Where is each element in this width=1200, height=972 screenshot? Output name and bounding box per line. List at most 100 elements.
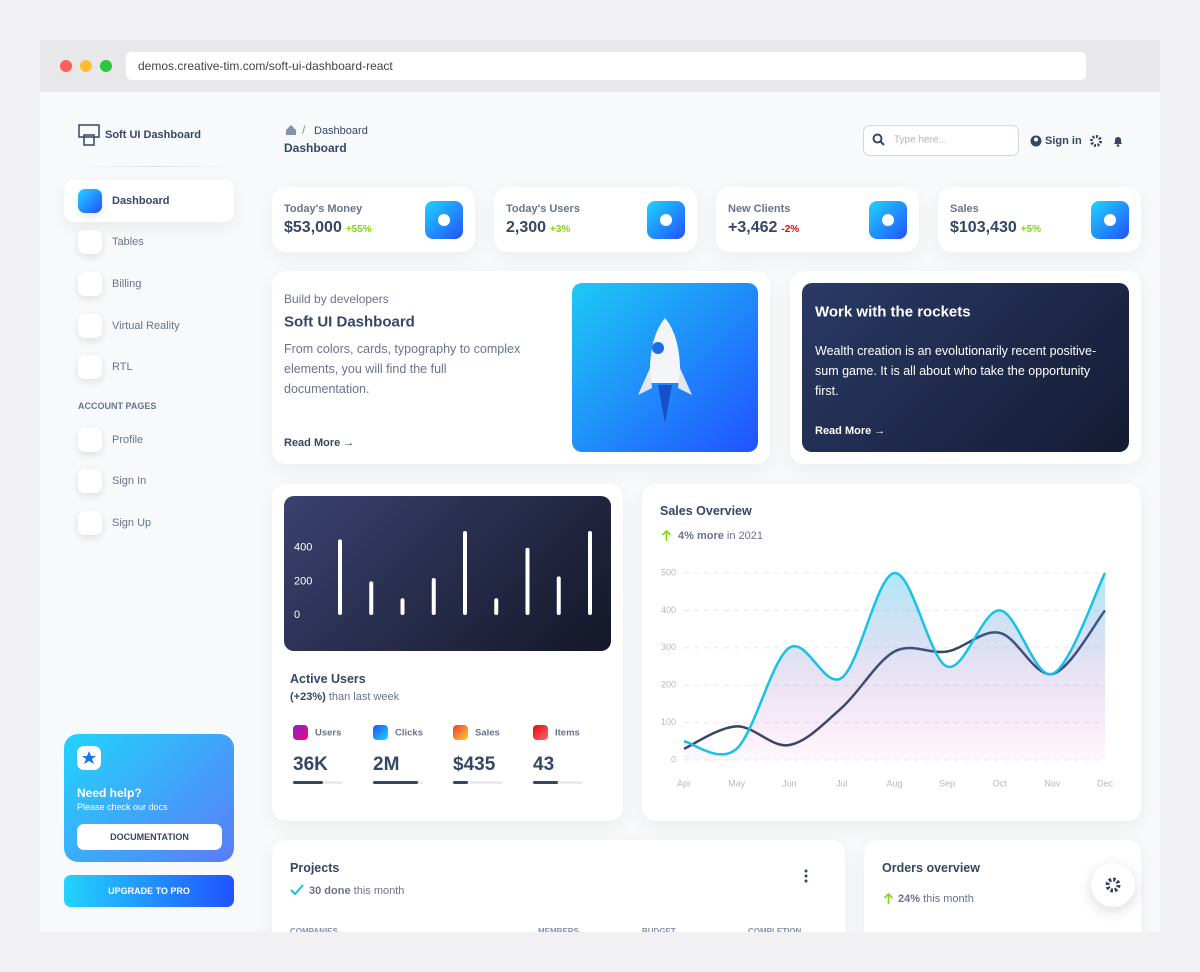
x-tick-label: Apr bbox=[677, 778, 691, 788]
home-icon[interactable] bbox=[285, 124, 297, 136]
y-tick-label: 100 bbox=[661, 717, 676, 727]
x-tick-label: Sep bbox=[939, 778, 955, 788]
settings-icon[interactable] bbox=[1090, 135, 1102, 147]
column-header: COMPANIES bbox=[290, 927, 338, 932]
stat-label: Sales bbox=[950, 203, 979, 215]
breadcrumb: Dashboard bbox=[314, 125, 368, 137]
search-placeholder: Type here... bbox=[894, 134, 947, 146]
breadcrumb-sep: / bbox=[302, 123, 306, 137]
x-tick-label: Jul bbox=[836, 778, 848, 788]
stat-icon bbox=[869, 201, 907, 239]
orders-subtitle: 24% this month bbox=[898, 893, 974, 905]
item-label: Sales bbox=[475, 727, 500, 739]
stat-glyph bbox=[1104, 214, 1116, 226]
stat-value: +3,462 bbox=[728, 219, 778, 236]
x-tick-label: Jun bbox=[782, 778, 797, 788]
browser-window: demos.creative-tim.com/soft-ui-dashboard… bbox=[40, 40, 1160, 932]
url: demos.creative-tim.com/soft-ui-dashboard… bbox=[138, 59, 393, 73]
nav-label[interactable]: Tables bbox=[112, 236, 144, 248]
projects-title: Projects bbox=[290, 861, 340, 875]
intro-link[interactable]: Read More → bbox=[284, 437, 355, 449]
y-tick-label: 500 bbox=[661, 567, 676, 577]
nav-label[interactable]: RTL bbox=[112, 361, 133, 373]
stat-label: Today's Money bbox=[284, 203, 363, 215]
sales-title: Sales Overview bbox=[660, 504, 752, 518]
stat-icon bbox=[425, 201, 463, 239]
line bbox=[683, 571, 1107, 756]
nav-icon[interactable] bbox=[78, 230, 102, 254]
nav-icon[interactable] bbox=[78, 355, 102, 379]
nav-icon[interactable] bbox=[78, 428, 102, 452]
bell-icon[interactable] bbox=[1112, 135, 1124, 147]
close-dot[interactable] bbox=[60, 60, 72, 72]
nav-icon[interactable] bbox=[78, 469, 102, 493]
nav-label[interactable]: Sign Up bbox=[112, 517, 152, 529]
active-users-subtitle: (+23%) than last week bbox=[290, 691, 399, 703]
progress-fill bbox=[373, 781, 418, 784]
x-tick-label: Aug bbox=[886, 778, 902, 788]
stat-label: Today's Users bbox=[506, 203, 580, 215]
stat-value: 2,300 bbox=[506, 219, 547, 236]
rockets-link[interactable]: Read More → bbox=[815, 425, 886, 437]
menu-icon[interactable] bbox=[803, 869, 809, 883]
x-tick-label: Dec bbox=[1097, 778, 1114, 788]
item-icon bbox=[453, 725, 468, 740]
y-tick-label: 300 bbox=[661, 642, 676, 652]
nav-label[interactable]: Sign In bbox=[112, 475, 147, 487]
search-box[interactable] bbox=[863, 125, 1019, 156]
item-icon bbox=[373, 725, 388, 740]
x-tick-label: Oct bbox=[993, 778, 1008, 788]
bar bbox=[556, 576, 561, 615]
line-chart: 0 100 200 300 400 500 Apr May Jun Jul Aug Sep Oct Nov… bbox=[661, 567, 1114, 788]
config-button[interactable] bbox=[1091, 863, 1135, 907]
nav-label[interactable]: Virtual Reality bbox=[112, 320, 180, 332]
y-tick-label: 0 bbox=[294, 609, 300, 621]
up-arrow bbox=[883, 893, 894, 904]
y-tick-label: 200 bbox=[294, 575, 312, 587]
minimize-dot[interactable] bbox=[80, 60, 92, 72]
item-icon bbox=[533, 725, 548, 740]
item-label: Users bbox=[315, 727, 342, 739]
url-bar[interactable] bbox=[126, 52, 1086, 80]
sign-in-link[interactable]: Sign in bbox=[1045, 135, 1082, 147]
maximize-dot[interactable] bbox=[100, 60, 112, 72]
active-users-change: (+23%) bbox=[290, 691, 326, 703]
docs-button[interactable]: DOCUMENTATION bbox=[77, 824, 222, 850]
nav-icon[interactable] bbox=[78, 189, 102, 213]
orders-change: 24% bbox=[898, 893, 921, 905]
progress-fill bbox=[533, 781, 558, 784]
divider bbox=[78, 166, 234, 167]
bar-chart: 0 200 400 bbox=[294, 531, 592, 621]
item-value: 36K bbox=[293, 754, 328, 775]
nav-icon[interactable] bbox=[78, 314, 102, 338]
orders-title: Orders overview bbox=[882, 861, 980, 875]
bar bbox=[494, 598, 499, 615]
nav-label[interactable]: Billing bbox=[112, 278, 142, 290]
stat-row: $103,430 +5% bbox=[950, 219, 1041, 237]
item-label: Clicks bbox=[395, 727, 423, 739]
page-title: Dashboard bbox=[284, 141, 347, 155]
stat-change: +5% bbox=[1020, 224, 1042, 235]
nav-icon[interactable] bbox=[78, 272, 102, 296]
help-title: Need help? bbox=[77, 786, 142, 800]
y-tick-label: 0 bbox=[671, 754, 676, 764]
viewport: demos.creative-tim.com/soft-ui-dashboard… bbox=[40, 40, 1160, 932]
stat-change: -2% bbox=[781, 224, 800, 235]
check-icon bbox=[290, 884, 304, 896]
upgrade-button[interactable]: UPGRADE TO PRO bbox=[64, 875, 234, 907]
help-icon bbox=[77, 746, 101, 770]
up-arrow bbox=[661, 530, 672, 541]
rockets-text: Wealth creation is an evolutionarily rec… bbox=[815, 344, 1097, 398]
item-icon bbox=[293, 725, 308, 740]
stat-icon bbox=[1091, 201, 1129, 239]
area bbox=[684, 572, 1105, 760]
nav-icon[interactable] bbox=[78, 511, 102, 535]
active-users-note: than last week bbox=[328, 691, 400, 703]
nav-label[interactable]: Dashboard bbox=[112, 195, 170, 207]
item-label: Items bbox=[555, 727, 580, 739]
brand-logo bbox=[78, 124, 100, 146]
nav-label[interactable]: Profile bbox=[112, 434, 144, 446]
item-value: 2M bbox=[373, 754, 400, 775]
section-label: ACCOUNT PAGES bbox=[78, 401, 157, 411]
